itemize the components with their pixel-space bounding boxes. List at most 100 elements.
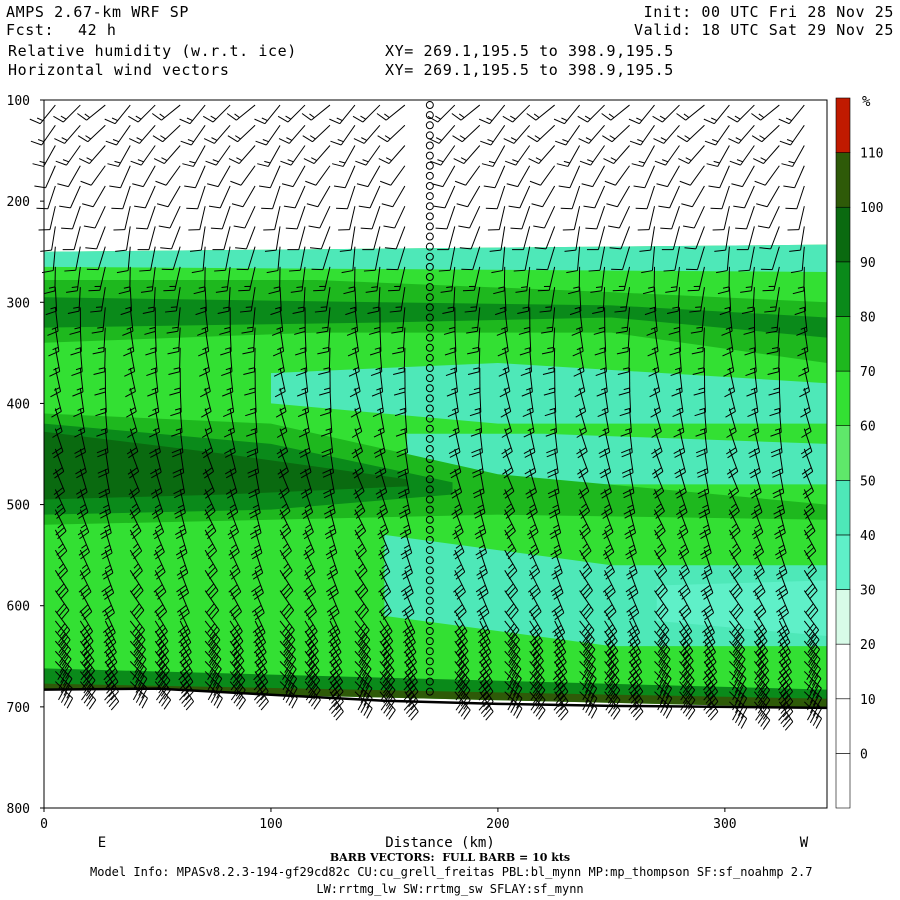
barb-half-flag [675, 387, 682, 391]
barb-flag [723, 370, 734, 377]
barb-flag [402, 624, 412, 634]
barb-flag [558, 707, 567, 718]
wind-barb [803, 489, 815, 519]
barb-half-flag [205, 427, 212, 432]
wind-barb [255, 125, 281, 146]
wind-barb [101, 549, 114, 580]
wind-barb [57, 165, 81, 188]
wind-barb [551, 549, 563, 580]
wind-barb [443, 307, 456, 335]
barb-flag [169, 391, 181, 396]
terrain [43, 687, 828, 808]
barb-flag [129, 507, 139, 516]
barb-flag [553, 654, 563, 664]
barb-flag [283, 643, 291, 653]
barb-half-flag [533, 113, 540, 119]
barb-shaft [79, 448, 87, 473]
barb-shaft [778, 529, 787, 554]
barb-flag [230, 180, 242, 186]
barb-flag [810, 609, 819, 620]
barb-flag [775, 584, 786, 593]
barb-flag [80, 624, 89, 634]
barb-flag [529, 670, 538, 681]
barb-half-flag [357, 543, 363, 549]
barb-shaft [229, 327, 232, 352]
barb-half-flag [136, 137, 143, 141]
barb-half-flag [583, 639, 588, 646]
barb-flag [50, 391, 61, 398]
wind-barb [129, 640, 147, 669]
barb-flag [381, 627, 391, 637]
barb-half-flag [506, 523, 513, 529]
barb-flag [780, 714, 789, 725]
barb-flag [497, 350, 509, 357]
barb-flag [582, 679, 589, 691]
barb-half-flag [360, 115, 367, 120]
wind-barb [606, 185, 630, 208]
barb-flag [403, 592, 414, 600]
barb-half-flag [283, 563, 289, 569]
barb-flag [115, 249, 127, 252]
wind-barb [568, 266, 581, 295]
barb-shaft [667, 165, 680, 187]
wind-barb [729, 650, 747, 679]
barb-half-flag [128, 367, 135, 371]
barb-shaft [320, 226, 331, 250]
barb-flag [36, 207, 48, 210]
barb-half-flag [778, 544, 785, 549]
barb-flag [552, 608, 563, 617]
barb-flag [740, 688, 747, 699]
barb-flag [299, 451, 311, 458]
barb-flag [748, 447, 759, 454]
barb-half-flag [457, 650, 463, 656]
wind-barb [229, 671, 246, 700]
wind-barb [389, 287, 406, 313]
barb-flag [477, 572, 488, 580]
barb-flag [513, 649, 521, 660]
barb-shaft [195, 165, 206, 188]
barb-flag [451, 113, 462, 121]
barb-shaft [596, 206, 606, 230]
barb-half-flag [202, 367, 209, 371]
wind-barb [249, 489, 261, 519]
barb-flag [404, 664, 414, 674]
calm-circle [425, 374, 434, 383]
wind-barb [431, 165, 456, 188]
barb-shaft [202, 246, 206, 271]
barb-flag [368, 330, 381, 335]
barb-flag [255, 140, 267, 146]
wind-barb [299, 448, 312, 479]
barb-flag [120, 310, 132, 316]
wind-barb [393, 347, 406, 375]
barb-flag [435, 227, 448, 230]
wind-barb [727, 468, 740, 499]
wind-barb [219, 307, 231, 335]
barb-flag [136, 609, 145, 620]
barb-flag [55, 583, 65, 593]
barb-flag [534, 640, 543, 650]
barb-flag [503, 507, 514, 516]
barb-flag [359, 590, 369, 600]
barb-shaft [244, 205, 256, 229]
barb-half-flag [209, 659, 214, 666]
barb-half-flag [673, 326, 680, 330]
wind-barb [379, 165, 406, 186]
barb-flag [210, 227, 223, 230]
barb-flag [559, 681, 568, 691]
barb-flag [654, 160, 666, 166]
barb-shaft [90, 165, 106, 186]
barb-flag [140, 678, 148, 689]
wind-barb [111, 185, 131, 210]
wind-barb [360, 206, 381, 230]
barb-flag [705, 704, 714, 714]
barb-half-flag [253, 524, 260, 529]
barb-shaft [344, 165, 356, 188]
barb-flag [767, 371, 779, 375]
wind-barb [100, 509, 112, 539]
wind-barb [454, 671, 471, 700]
barb-half-flag [151, 387, 158, 391]
barb-half-flag [280, 427, 286, 432]
barb-flag [506, 603, 515, 613]
barb-flag [728, 138, 739, 144]
barb-flag [618, 391, 630, 396]
